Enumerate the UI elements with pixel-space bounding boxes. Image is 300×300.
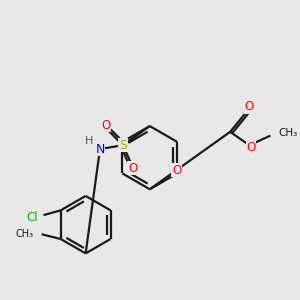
Text: O: O	[128, 162, 137, 175]
Text: O: O	[172, 164, 181, 177]
Text: O: O	[245, 100, 254, 113]
Text: Cl: Cl	[26, 211, 38, 224]
Text: N: N	[95, 142, 105, 155]
Text: H: H	[85, 136, 94, 146]
Text: O: O	[247, 141, 256, 154]
Text: CH₃: CH₃	[16, 229, 34, 239]
Text: O: O	[101, 118, 110, 132]
Text: CH₃: CH₃	[278, 128, 297, 138]
Text: S: S	[119, 139, 127, 152]
